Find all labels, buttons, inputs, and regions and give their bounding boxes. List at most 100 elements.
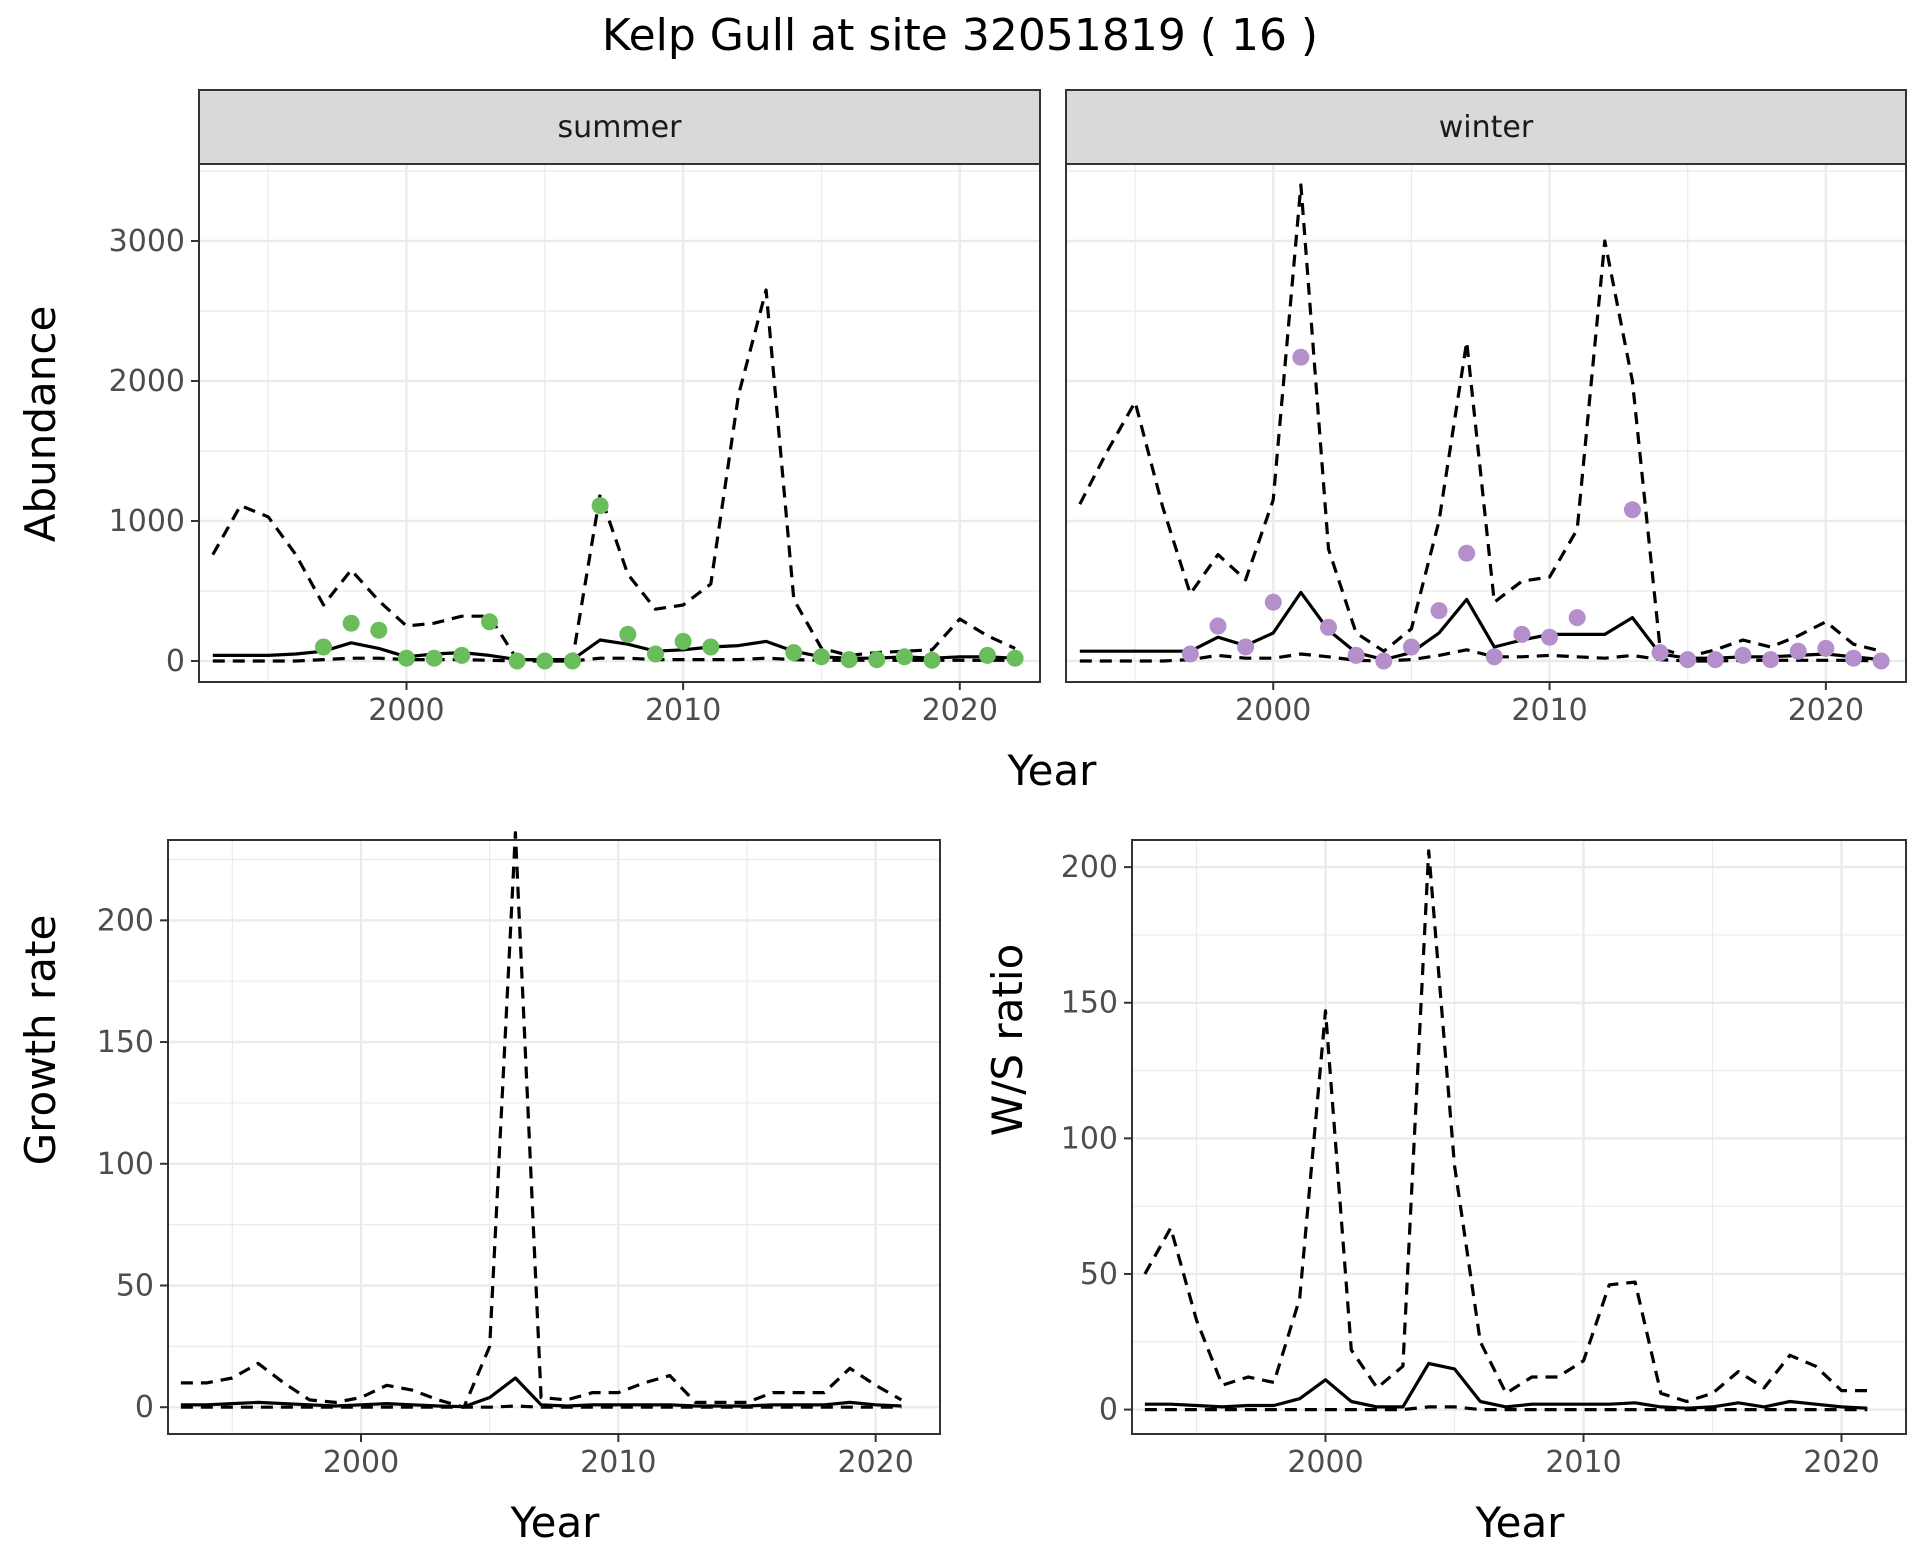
ws-y-tick-label: 200	[1061, 850, 1118, 885]
summer-point	[674, 632, 692, 650]
winter-point	[1568, 609, 1586, 627]
summer-point	[619, 625, 637, 643]
summer-point	[536, 652, 554, 670]
growth-rate-panel: 2000 2010 2020 0 50 100 150 200	[97, 831, 941, 1480]
ws-panel-background	[1132, 840, 1906, 1434]
growth-line-fit	[180, 1376, 902, 1409]
winter-point	[1679, 651, 1697, 669]
winter-point	[1762, 651, 1780, 669]
winter-point	[1430, 602, 1448, 620]
summer-panel-background	[199, 164, 1040, 682]
winter-point	[1458, 544, 1476, 562]
growth-y-tick-label: 0	[135, 1390, 154, 1425]
summer-point	[370, 621, 388, 639]
summer-point	[646, 645, 664, 663]
winter-point	[1237, 638, 1255, 656]
growth-y-tick-label: 100	[97, 1147, 154, 1182]
ws-y-tick-label: 0	[1099, 1393, 1118, 1428]
winter-point	[1375, 652, 1393, 670]
winter-x-tick-label: 2010	[1511, 693, 1587, 728]
ws-y-tick-label: 150	[1061, 986, 1118, 1021]
growth-y-tick-label: 50	[116, 1269, 154, 1304]
winter-strip-label: winter	[1439, 110, 1534, 145]
summer-y-tick-label: 1000	[109, 504, 185, 539]
ws-line-upper	[1143, 849, 1868, 1404]
abundance-y-axis-title: Abundance	[16, 306, 65, 543]
summer-strip-label: summer	[558, 110, 683, 145]
winter-x-tick-label: 2020	[1788, 693, 1864, 728]
ws-x-tick-label: 2000	[1287, 1445, 1363, 1480]
winter-point	[1541, 628, 1559, 646]
growth-x-tick-label: 2010	[580, 1445, 656, 1480]
winter-point	[1320, 618, 1337, 636]
ws-ratio-x-axis-title: Year	[1475, 1498, 1566, 1547]
summer-point	[978, 646, 996, 664]
summer-x-tick-label: 2010	[645, 693, 721, 728]
ws-line-fit	[1144, 1361, 1868, 1410]
ws-ratio-y-axis-title: W/S ratio	[983, 944, 1032, 1137]
ws-x-tick-label: 2020	[1803, 1445, 1879, 1480]
winter-x-tick-label: 2000	[1235, 693, 1311, 728]
growth-panel-border	[167, 839, 941, 1435]
ws-y-tick-label: 100	[1061, 1121, 1118, 1156]
figure-title: Kelp Gull at site 32051819 ( 16 )	[602, 10, 1318, 61]
winter-point	[1817, 639, 1835, 657]
summer-point	[812, 648, 830, 666]
summer-point	[480, 613, 498, 631]
ws-ratio-panel: 2000 2010 2020 0 50 100 150 200	[1061, 839, 1907, 1480]
summer-y-tick-label: 0	[166, 644, 185, 679]
growth-rate-chart: 2000 2010 2020 0 50 100 150 200 Growth rate Yea…	[16, 831, 941, 1547]
summer-point	[923, 651, 941, 669]
winter-point	[1513, 625, 1531, 643]
summer-strip	[198, 89, 1041, 165]
summer-point	[563, 652, 581, 670]
summer-point	[785, 644, 803, 662]
summer-point	[868, 651, 886, 669]
winter-point	[1706, 651, 1724, 669]
summer-point	[702, 638, 720, 656]
ws-x-tick-label: 2010	[1545, 1445, 1621, 1480]
winter-line-upper	[1078, 183, 1882, 659]
winter-point	[1789, 642, 1807, 660]
summer-x-tick-label: 2000	[368, 693, 444, 728]
summer-y-tick-label: 3000	[109, 224, 185, 259]
winter-point	[1209, 617, 1227, 635]
summer-point	[342, 614, 360, 632]
summer-point	[425, 649, 443, 667]
summer-point	[840, 651, 858, 669]
growth-x-tick-label: 2020	[837, 1445, 913, 1480]
growth-panel-background	[168, 840, 940, 1434]
summer-line-upper	[211, 288, 1016, 662]
winter-facet: 2000 2010 2020 winter	[1065, 89, 1907, 728]
summer-point	[508, 652, 526, 670]
ws-ratio-chart: 2000 2010 2020 0 50 100 150 200 W/S ratio Year	[983, 839, 1907, 1547]
summer-point	[591, 497, 609, 515]
winter-point	[1651, 644, 1669, 662]
growth-y-tick-label: 200	[97, 903, 154, 938]
ws-line-lower	[1144, 1405, 1868, 1412]
summer-point	[895, 648, 913, 666]
ws-panel-border	[1131, 839, 1907, 1435]
growth-line-lower	[180, 1404, 902, 1409]
summer-facet: 2000 2010 2020 0 1000 2000 3000 summer	[109, 89, 1041, 728]
summer-point	[1006, 649, 1024, 667]
growth-y-tick-label: 150	[97, 1025, 154, 1060]
abundance-chart: 2000 2010 2020 0 1000 2000 3000 summer 2000 2010…	[16, 89, 1907, 795]
winter-point	[1623, 501, 1641, 519]
summer-x-tick-label: 2020	[922, 693, 998, 728]
growth-rate-y-axis-title: Growth rate	[16, 915, 65, 1166]
summer-point	[453, 646, 471, 664]
winter-point	[1292, 348, 1310, 366]
winter-point	[1347, 646, 1365, 664]
winter-point	[1402, 638, 1420, 656]
winter-panel-background	[1066, 164, 1906, 682]
summer-point	[397, 649, 415, 667]
ws-y-tick-label: 50	[1080, 1257, 1118, 1292]
winter-point	[1485, 648, 1503, 666]
growth-rate-x-axis-title: Year	[510, 1498, 601, 1547]
winter-point	[1872, 652, 1890, 670]
winter-point	[1734, 646, 1752, 664]
growth-line-upper	[180, 831, 903, 1409]
summer-point	[314, 638, 332, 656]
